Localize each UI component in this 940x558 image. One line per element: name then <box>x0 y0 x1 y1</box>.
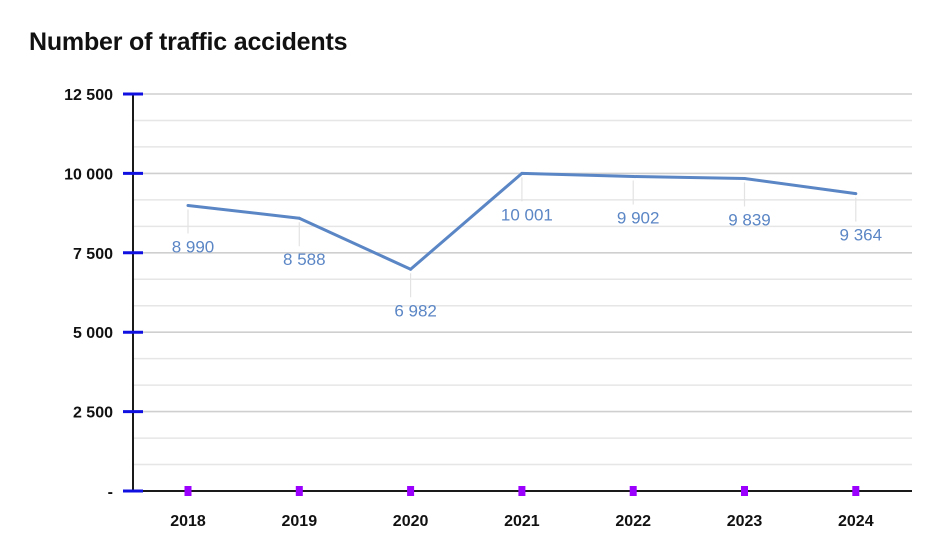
data-point <box>743 177 746 181</box>
data-label: 8 990 <box>172 237 215 256</box>
y-tick-label: 12 500 <box>64 87 113 104</box>
data-label: 8 588 <box>283 250 326 269</box>
chart-title: Number of traffic accidents <box>29 28 348 56</box>
y-tick-label: 2 500 <box>73 405 113 422</box>
x-tick-label: 2024 <box>838 513 874 530</box>
x-tick-marker <box>184 486 192 496</box>
data-point <box>631 175 635 179</box>
x-tick-label: 2022 <box>615 513 651 530</box>
y-tick-label: - <box>108 484 113 501</box>
data-label: 9 902 <box>617 209 660 228</box>
data-label: 6 982 <box>394 301 437 320</box>
y-axis-ticks: - 2 500 5 000 7 500 10 000 12 500 <box>64 87 143 501</box>
axes <box>132 94 912 492</box>
y-tick-label: 7 500 <box>73 246 113 263</box>
x-tick-label: 2023 <box>727 513 763 530</box>
x-tick-marker <box>629 486 637 496</box>
data-point <box>186 203 190 207</box>
x-tick-marker <box>295 486 303 496</box>
x-tick-label: 2021 <box>504 513 540 530</box>
x-tick-label: 2018 <box>170 513 206 530</box>
data-point <box>854 192 858 196</box>
data-label: 9 364 <box>840 226 883 245</box>
label-leader-lines <box>187 177 857 298</box>
x-tick-marker <box>852 486 860 496</box>
x-tick-marker <box>518 486 526 496</box>
data-point <box>409 267 413 271</box>
x-tick-label: 2020 <box>393 513 429 530</box>
data-point <box>297 216 301 220</box>
series-lines <box>186 171 858 271</box>
y-tick-label: 10 000 <box>64 166 113 183</box>
x-tick-marker <box>741 486 748 496</box>
x-tick-marker <box>407 486 415 496</box>
x-axis-ticks: 2018 2019 2020 2021 2022 2023 2024 <box>170 486 874 530</box>
x-tick-label: 2019 <box>282 513 318 530</box>
data-label: 9 839 <box>728 211 771 230</box>
data-labels: 8 990 8 588 6 982 10 001 9 902 9 839 9 364 <box>172 205 882 320</box>
data-label: 10 001 <box>501 205 553 224</box>
gridlines <box>133 93 912 466</box>
data-point <box>520 171 524 175</box>
y-tick-label: 5 000 <box>73 325 113 342</box>
